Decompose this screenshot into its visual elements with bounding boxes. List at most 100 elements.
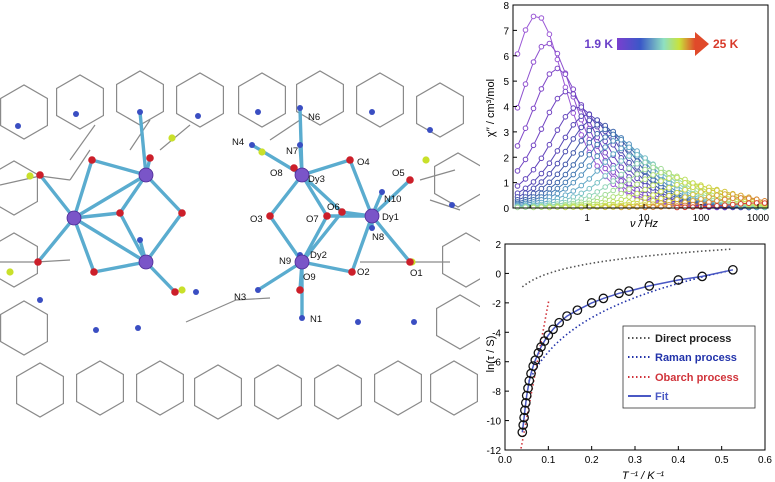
oxygen-atom [406, 176, 414, 184]
chart2-point [624, 286, 634, 296]
chart1-point [666, 170, 672, 176]
chart1-point [530, 166, 537, 173]
oxygen-atom [296, 286, 304, 294]
chart1-point [562, 114, 569, 120]
chart2-xtick-label: 0.2 [585, 455, 599, 466]
chart1-point [586, 127, 593, 134]
chart1-point [602, 134, 608, 140]
coordination-bonds [36, 106, 412, 320]
dy-bond [118, 173, 148, 215]
dysprosium-atom [364, 208, 380, 224]
chart2-ylabel: ln(τ / S) [485, 336, 497, 373]
chart1-point [538, 155, 545, 162]
chart1-point [602, 184, 608, 190]
ligand-ring [296, 70, 344, 126]
chart2-ytick-label: -2 [492, 299, 501, 310]
chart1-point [610, 194, 616, 200]
ligand-ring [356, 72, 404, 128]
chart2-point [519, 412, 529, 423]
dy-bond [300, 158, 352, 177]
chart1-point [602, 173, 608, 179]
ligand-ring [416, 82, 464, 138]
dy-bond [268, 214, 304, 264]
chart1-point [746, 200, 752, 206]
chart1-point [562, 88, 569, 95]
nitrogen-atom [297, 105, 303, 111]
chart1-point [602, 191, 608, 198]
chart1-point [658, 195, 664, 202]
atom-label: N1 [310, 314, 322, 325]
nitrogen-atom [195, 113, 201, 119]
chart1-point [610, 204, 616, 210]
chart1-point [522, 156, 529, 163]
chart1-point [658, 204, 664, 210]
chart1-point [634, 181, 640, 188]
chart1-point [602, 159, 608, 165]
ligand-ring [442, 232, 480, 288]
chart1-point [714, 192, 720, 198]
temperature-gradient-bar [617, 38, 695, 50]
oxygen-atom [146, 154, 154, 162]
chart1-point [602, 144, 608, 150]
chart1-point [730, 201, 736, 208]
chart1-point [682, 204, 688, 211]
chart1-point [618, 136, 624, 143]
chart1-series-line [645, 197, 765, 208]
chart1-point [554, 179, 561, 186]
chart1-ylabel: χ′′ / cm³/mol [485, 79, 497, 137]
nitrogen-atom [427, 127, 433, 133]
nitrogen-atom [369, 225, 375, 231]
chart1-point [538, 86, 545, 92]
chart1-point [570, 150, 577, 156]
chart1-point [546, 109, 553, 116]
chart1-point [626, 144, 632, 151]
chart2-ytick-label: -4 [492, 328, 501, 339]
chart1-point [602, 149, 608, 156]
chart1-point [586, 139, 593, 146]
ligand-bond [39, 175, 71, 181]
chart1-point [514, 51, 521, 57]
chart2-point [572, 305, 583, 316]
fit-line [521, 269, 734, 433]
chart2-xtick-label: 0.6 [758, 455, 772, 466]
chart1-point [650, 172, 656, 178]
dy-bond [300, 260, 354, 274]
atom-label: O4 [357, 157, 370, 168]
chart1-xtick-label: 100 [693, 213, 710, 224]
chart2-point [520, 398, 531, 408]
ligand-skeleton [0, 70, 480, 420]
chart2-point [520, 405, 530, 416]
chart1-point [690, 184, 696, 191]
chart1-point [538, 179, 545, 185]
chart1-point [602, 204, 608, 211]
chart1-point [737, 201, 744, 207]
dy-bond [268, 173, 304, 218]
atom-label: O3 [250, 214, 263, 225]
chart1-point [714, 203, 720, 209]
chart2-ytick-label: 0 [495, 269, 501, 280]
chart1-point [530, 179, 537, 185]
chart1-point [650, 164, 656, 171]
chart1-point [570, 204, 577, 210]
chart1-point [514, 143, 521, 149]
chart1-point [570, 122, 577, 128]
dy-bond [36, 216, 76, 264]
chart1-point [594, 204, 600, 210]
chart2-ytick-label: -10 [487, 417, 502, 428]
nitrogen-atom [193, 289, 199, 295]
atoms [6, 105, 455, 333]
chart1-xtick-label: 1 [584, 213, 590, 224]
nitrogen-atom [73, 111, 79, 117]
direct-process-line [521, 248, 731, 288]
chart1-point [554, 127, 561, 133]
atom-label: N6 [308, 112, 320, 123]
chart2-point [614, 288, 624, 299]
ligand-ring [434, 152, 480, 208]
chart1-point [562, 204, 569, 211]
chart1-point [722, 196, 728, 203]
ligand-ring [136, 360, 184, 416]
chart1-point [514, 204, 521, 211]
atom-label: N3 [234, 292, 246, 303]
chart1-point [690, 191, 696, 198]
ligand-ring [75, 360, 125, 416]
